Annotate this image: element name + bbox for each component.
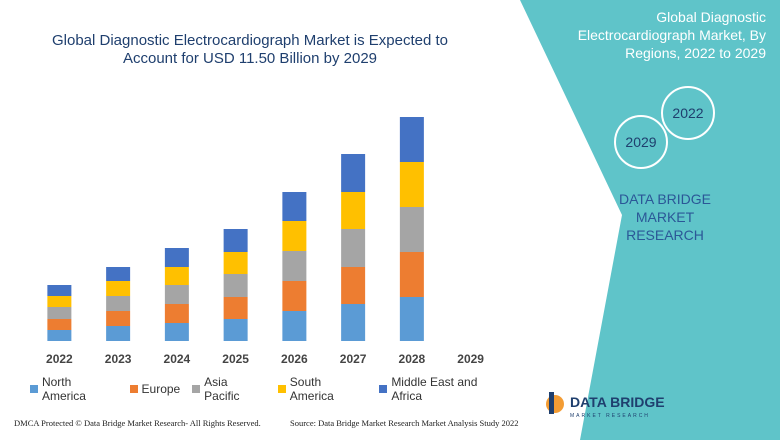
legend-item: Middle East and Africa bbox=[379, 375, 510, 403]
bar-segment bbox=[164, 248, 189, 267]
legend-swatch bbox=[192, 385, 201, 393]
legend-swatch bbox=[277, 385, 286, 393]
legend-swatch bbox=[129, 385, 138, 393]
bar-segment bbox=[341, 267, 366, 304]
bar-segment bbox=[47, 307, 72, 319]
x-tick-label: 2026 bbox=[281, 352, 308, 366]
legend: North America Europe Asia Pacific South Ame… bbox=[30, 375, 510, 403]
bar-segment bbox=[106, 311, 131, 326]
bar-segment bbox=[282, 192, 307, 221]
bar-segment bbox=[47, 319, 72, 330]
logo-icon bbox=[549, 392, 554, 414]
legend-label: Asia Pacific bbox=[204, 375, 240, 403]
side-panel bbox=[520, 0, 780, 440]
bar-segment bbox=[223, 319, 248, 341]
bar-segment bbox=[47, 285, 72, 296]
x-tick-label: 2023 bbox=[105, 352, 132, 366]
bar-segment bbox=[106, 281, 131, 296]
x-tick-label: 2027 bbox=[340, 352, 367, 366]
footer-left: DMCA Protected © Data Bridge Market Rese… bbox=[14, 418, 261, 428]
circle-year: 2022 bbox=[672, 105, 703, 121]
x-tick-label: 2029 bbox=[457, 352, 484, 366]
bar-segment bbox=[399, 252, 424, 297]
circle-year: 2029 bbox=[625, 134, 656, 150]
legend-item: Europe bbox=[129, 375, 181, 403]
legend-label: Europe bbox=[141, 382, 181, 396]
bar-segment bbox=[164, 267, 189, 285]
x-tick-label: 2022 bbox=[46, 352, 73, 366]
bar-segment bbox=[399, 162, 424, 207]
legend-item: Asia Pacific bbox=[192, 375, 266, 403]
x-tick-label: 2025 bbox=[222, 352, 249, 366]
plot: 2022 2023 2024 2025 2026 2027 2028 2029 bbox=[46, 117, 484, 366]
logo-tagline: MARKET RESEARCH bbox=[570, 413, 650, 419]
bar-segment bbox=[341, 154, 366, 192]
legend-label: South America bbox=[289, 375, 334, 403]
bar-segment bbox=[106, 267, 131, 281]
bar-segment bbox=[106, 296, 131, 311]
bar-segment bbox=[282, 311, 307, 341]
bar-segment bbox=[282, 281, 307, 311]
legend-label: Middle East and Africa bbox=[391, 375, 478, 403]
bar-segment bbox=[164, 323, 189, 341]
bar-segment bbox=[223, 252, 248, 274]
bar-segment bbox=[399, 207, 424, 252]
logo: DATA BRIDGE MARKET RESEARCH bbox=[546, 392, 665, 419]
bar-segment bbox=[47, 296, 72, 307]
bar-segment bbox=[399, 297, 424, 341]
chart-title: Global Diagnostic Electrocardiograph Mar… bbox=[51, 32, 449, 67]
logo-icon bbox=[546, 395, 564, 413]
logo-name: DATA BRIDGE bbox=[570, 394, 665, 410]
legend-item: North America bbox=[30, 375, 118, 403]
legend-label: North America bbox=[41, 375, 86, 403]
bar-segment bbox=[223, 297, 248, 319]
legend-item: South America bbox=[277, 375, 368, 403]
bar-segment bbox=[282, 251, 307, 281]
bar-segment bbox=[223, 229, 248, 252]
footer-right: Source: Data Bridge Market Research Mark… bbox=[290, 418, 519, 428]
bar-segment bbox=[341, 229, 366, 267]
year-circle bbox=[614, 115, 668, 169]
legend-swatch bbox=[30, 385, 38, 393]
panel-title: Global Diagnostic Electrocardiograph Mar… bbox=[577, 9, 766, 61]
x-tick-label: 2024 bbox=[164, 352, 191, 366]
bar-segment bbox=[223, 274, 248, 297]
legend-swatch bbox=[379, 385, 388, 393]
year-circle bbox=[661, 86, 715, 140]
bar-segment bbox=[164, 285, 189, 304]
bar-segment bbox=[341, 192, 366, 229]
bar-segment bbox=[47, 330, 72, 341]
bar-segment bbox=[399, 117, 424, 162]
bar-segment bbox=[341, 304, 366, 341]
bar-segment bbox=[282, 221, 307, 251]
brand: DATA BRIDGE MARKET RESEARCH bbox=[618, 191, 712, 243]
bar-segment bbox=[106, 326, 131, 341]
bar-segment bbox=[164, 304, 189, 323]
x-tick-label: 2028 bbox=[399, 352, 426, 366]
